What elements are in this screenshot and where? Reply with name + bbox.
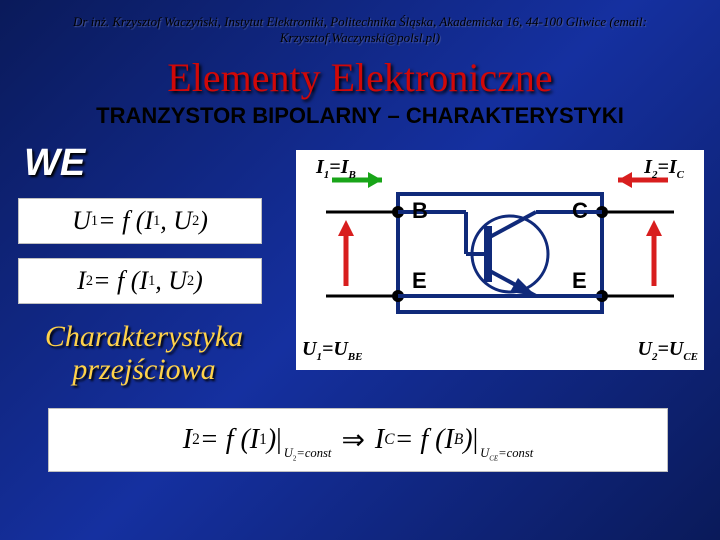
header-credit: Dr inż. Krzysztof Waczyński, Instytut El…	[0, 0, 720, 50]
equation-i2: I2 = f (I1 , U2)	[18, 258, 262, 304]
label-i1: I1=IB	[316, 156, 356, 181]
label-u1: U1=UBE	[302, 338, 362, 363]
equation-long: I2 = f (I1)|U2=const⇒IC = f (IB)|UCE=con…	[48, 408, 668, 472]
transistor-diagram: I1=IB I2=IC B C E E U1=UBE U2=UCE	[296, 150, 704, 370]
label-b: B	[412, 198, 428, 224]
subtitle: TRANZYSTOR BIPOLARNY – CHARAKTERYSTYKI	[0, 103, 720, 129]
main-title: Elementy Elektroniczne	[0, 54, 720, 101]
equation-u1: U1 = f (I1 , U2)	[18, 198, 262, 244]
label-e-right: E	[572, 268, 587, 294]
label-e-left: E	[412, 268, 427, 294]
we-label: WE	[24, 142, 85, 185]
label-u2: U2=UCE	[638, 338, 698, 363]
label-i2: I2=IC	[644, 156, 684, 181]
label-c: C	[572, 198, 588, 224]
diagram-svg	[296, 150, 704, 370]
charakterystyka-label: Charakterystyka przejściowa	[14, 320, 274, 386]
